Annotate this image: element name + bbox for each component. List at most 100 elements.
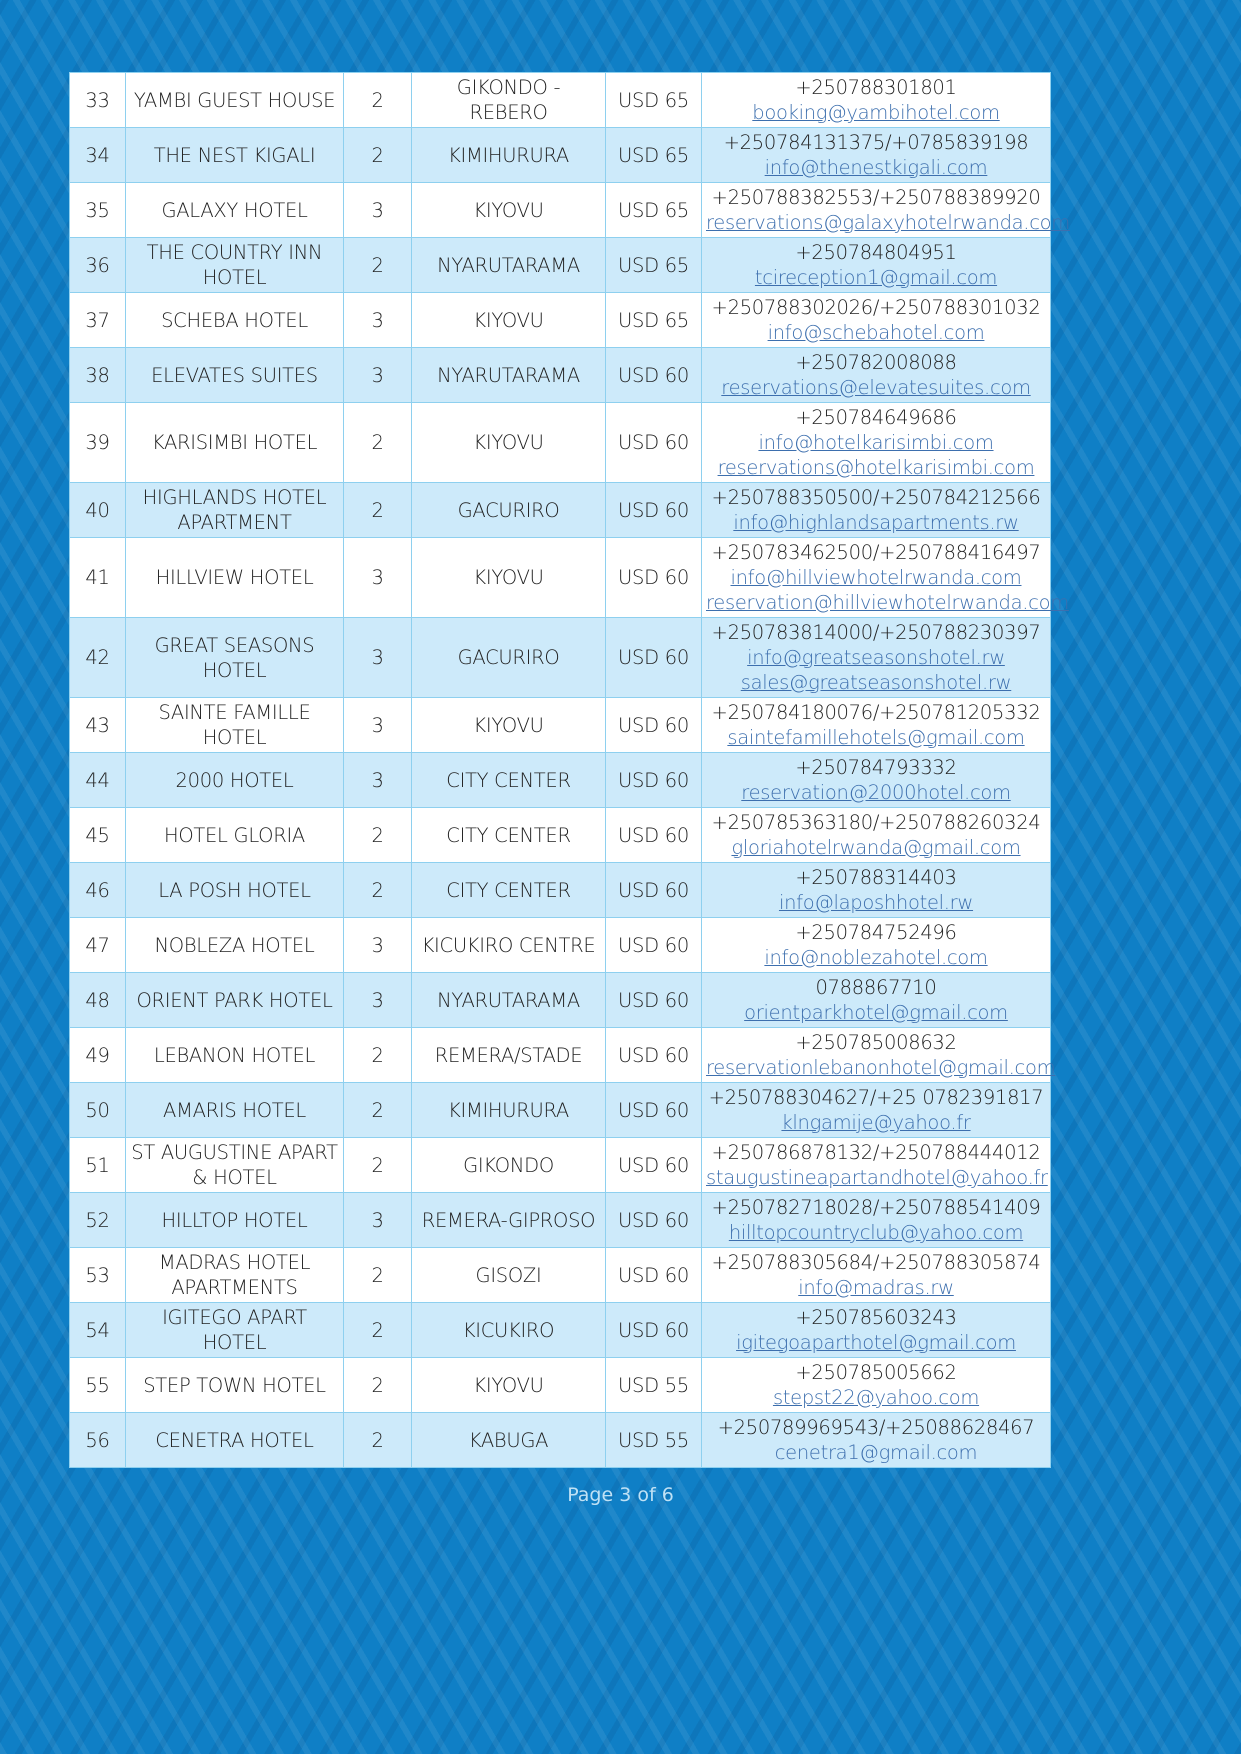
contact-cell: +250788301801 booking@yambihotel.com [701, 72, 1051, 128]
price-cell: USD 60 [605, 1302, 702, 1358]
star-rating-cell: 2 [343, 1027, 412, 1083]
email-link[interactable]: booking@yambihotel.com [752, 101, 1000, 124]
star-rating-cell: 2 [343, 862, 412, 918]
hotel-name-cell: 2000 HOTEL [125, 752, 344, 808]
email-link[interactable]: staugustineapartandhotel@yahoo.fr [706, 1166, 1048, 1189]
email-link[interactable]: info@madras.rw [798, 1276, 954, 1299]
email-link[interactable]: info@noblezahotel.com [764, 946, 988, 969]
email-link[interactable]: hilltopcountryclub@yahoo.com [728, 1221, 1024, 1244]
email-link[interactable]: klngamije@yahoo.fr [781, 1111, 971, 1134]
row-number-cell: 35 [69, 182, 126, 238]
location-cell: KIYOVU [411, 292, 606, 348]
phone-number: +250788382553/+250788389920 [711, 186, 1041, 209]
email-link[interactable]: info@hotelkarisimbi.com [758, 431, 994, 454]
hotel-name-cell: HIGHLANDS HOTEL APARTMENT [125, 482, 344, 538]
contact-cell: +250785008632 reservationlebanonhotel@gma… [701, 1027, 1056, 1083]
email-link[interactable]: cenetra1@gmail.com [774, 1441, 978, 1464]
table-row: 47 NOBLEZA HOTEL 3 KICUKIRO CENTRE USD 60 +25… [69, 917, 1051, 973]
email-link[interactable]: info@schebahotel.com [767, 321, 985, 344]
phone-number: +250788301801 [795, 76, 957, 99]
location-cell: KIYOVU [411, 182, 606, 238]
hotel-name-cell: YAMBI GUEST HOUSE [125, 72, 344, 128]
row-number-cell: 56 [69, 1412, 126, 1468]
row-number-cell: 41 [69, 537, 126, 618]
email-link[interactable]: saintefamillehotels@gmail.com [727, 726, 1025, 749]
location-cell: KIMIHURURA [411, 127, 606, 183]
table-row: 49 LEBANON HOTEL 2 REMERA/STADE USD 60 +25078… [69, 1027, 1056, 1083]
price-cell: USD 60 [605, 1137, 702, 1193]
email-link[interactable]: info@greatseasonshotel.rw [747, 646, 1005, 669]
email-link[interactable]: info@hillviewhotelrwanda.com [730, 566, 1022, 589]
phone-number: +250785603243 [795, 1306, 957, 1329]
row-number-cell: 45 [69, 807, 126, 863]
email-link[interactable]: igitegoaparthotel@gmail.com [736, 1331, 1016, 1354]
table-row: 37 SCHEBA HOTEL 3 KIYOVU USD 65 +250788302026… [69, 292, 1051, 348]
table-row: 35 GALAXY HOTEL 3 KIYOVU USD 65 +250788382553… [69, 182, 1070, 238]
phone-number: +250784804951 [795, 241, 957, 264]
table-row: 44 2000 HOTEL 3 CITY CENTER USD 60 +250784793… [69, 752, 1051, 808]
location-cell: NYARUTARAMA [411, 347, 606, 403]
star-rating-cell: 3 [343, 292, 412, 348]
email-link[interactable]: info@thenestkigali.com [764, 156, 988, 179]
contact-cell: +250785363180/+250788260324 gloriahotelrw… [701, 807, 1051, 863]
contact-cell: +250785603243 igitegoaparthotel@gmail.com [701, 1302, 1051, 1358]
star-rating-cell: 3 [343, 752, 412, 808]
star-rating-cell: 3 [343, 182, 412, 238]
contact-cell: +250786878132/+250788444012 staugustineap… [701, 1137, 1051, 1193]
row-number-cell: 38 [69, 347, 126, 403]
hotel-name-cell: CENETRA HOTEL [125, 1412, 344, 1468]
contact-cell: +250784804951 tcireception1@gmail.com [701, 237, 1051, 293]
table-row: 36 THE COUNTRY INN HOTEL 2 NYARUTARAMA USD 6… [69, 237, 1051, 293]
hotel-name-cell: HOTEL GLORIA [125, 807, 344, 863]
star-rating-cell: 2 [343, 1137, 412, 1193]
row-number-cell: 39 [69, 402, 126, 483]
table-row: 34 THE NEST KIGALI 2 KIMIHURURA USD 65 +25078… [69, 127, 1051, 183]
price-cell: USD 65 [605, 182, 702, 238]
email-link[interactable]: reservations@hotelkarisimbi.com [717, 456, 1035, 479]
email-link[interactable]: orientparkhotel@gmail.com [744, 1001, 1008, 1024]
contact-cell: +250785005662 stepst22@yahoo.com [701, 1357, 1051, 1413]
table-row: 43 SAINTE FAMILLE HOTEL 3 KIYOVU USD 60 +2507… [69, 697, 1051, 753]
location-cell: KIYOVU [411, 402, 606, 483]
price-cell: USD 60 [605, 617, 702, 698]
email-link[interactable]: reservations@elevatesuites.com [721, 376, 1031, 399]
phone-number: +250784180076/+250781205332 [711, 701, 1041, 724]
row-number-cell: 40 [69, 482, 126, 538]
row-number-cell: 46 [69, 862, 126, 918]
star-rating-cell: 2 [343, 72, 412, 128]
hotel-name-cell: AMARIS HOTEL [125, 1082, 344, 1138]
price-cell: USD 60 [605, 862, 702, 918]
row-number-cell: 55 [69, 1357, 126, 1413]
row-number-cell: 44 [69, 752, 126, 808]
email-link[interactable]: reservationlebanonhotel@gmail.com [706, 1056, 1056, 1079]
star-rating-cell: 2 [343, 1357, 412, 1413]
price-cell: USD 60 [605, 537, 702, 618]
star-rating-cell: 3 [343, 617, 412, 698]
email-link[interactable]: reservation@2000hotel.com [741, 781, 1011, 804]
location-cell: KIYOVU [411, 697, 606, 753]
email-link[interactable]: reservation@hillviewhotelrwanda.com [706, 591, 1069, 614]
contact-cell: +250783462500/+250788416497 info@hillview… [701, 537, 1069, 618]
phone-number: +250783462500/+250788416497 [711, 541, 1041, 564]
star-rating-cell: 2 [343, 1082, 412, 1138]
email-link[interactable]: info@laposhhotel.rw [778, 891, 974, 914]
star-rating-cell: 2 [343, 1302, 412, 1358]
phone-number: +250785363180/+250788260324 [711, 811, 1041, 834]
row-number-cell: 34 [69, 127, 126, 183]
email-link[interactable]: info@highlandsapartments.rw [733, 511, 1019, 534]
contact-cell: +250788314403 info@laposhhotel.rw [701, 862, 1051, 918]
email-link[interactable]: stepst22@yahoo.com [772, 1386, 980, 1409]
table-row: 46 LA POSH HOTEL 2 CITY CENTER USD 60 +250788… [69, 862, 1051, 918]
table-row: 38 ELEVATES SUITES 3 NYARUTARAMA USD 60 +2507… [69, 347, 1051, 403]
email-link[interactable]: reservations@galaxyhotelrwanda.com [706, 211, 1070, 234]
email-link[interactable]: tcireception1@gmail.com [754, 266, 998, 289]
row-number-cell: 36 [69, 237, 126, 293]
email-link[interactable]: sales@greatseasonshotel.rw [740, 671, 1012, 694]
email-link[interactable]: gloriahotelrwanda@gmail.com [731, 836, 1021, 859]
table-row: 45 HOTEL GLORIA 2 CITY CENTER USD 60 +2507853… [69, 807, 1051, 863]
price-cell: USD 60 [605, 697, 702, 753]
table-row: 56 CENETRA HOTEL 2 KABUGA USD 55 +25078996954… [69, 1412, 1051, 1468]
location-cell: GACURIRO [411, 617, 606, 698]
row-number-cell: 50 [69, 1082, 126, 1138]
row-number-cell: 54 [69, 1302, 126, 1358]
